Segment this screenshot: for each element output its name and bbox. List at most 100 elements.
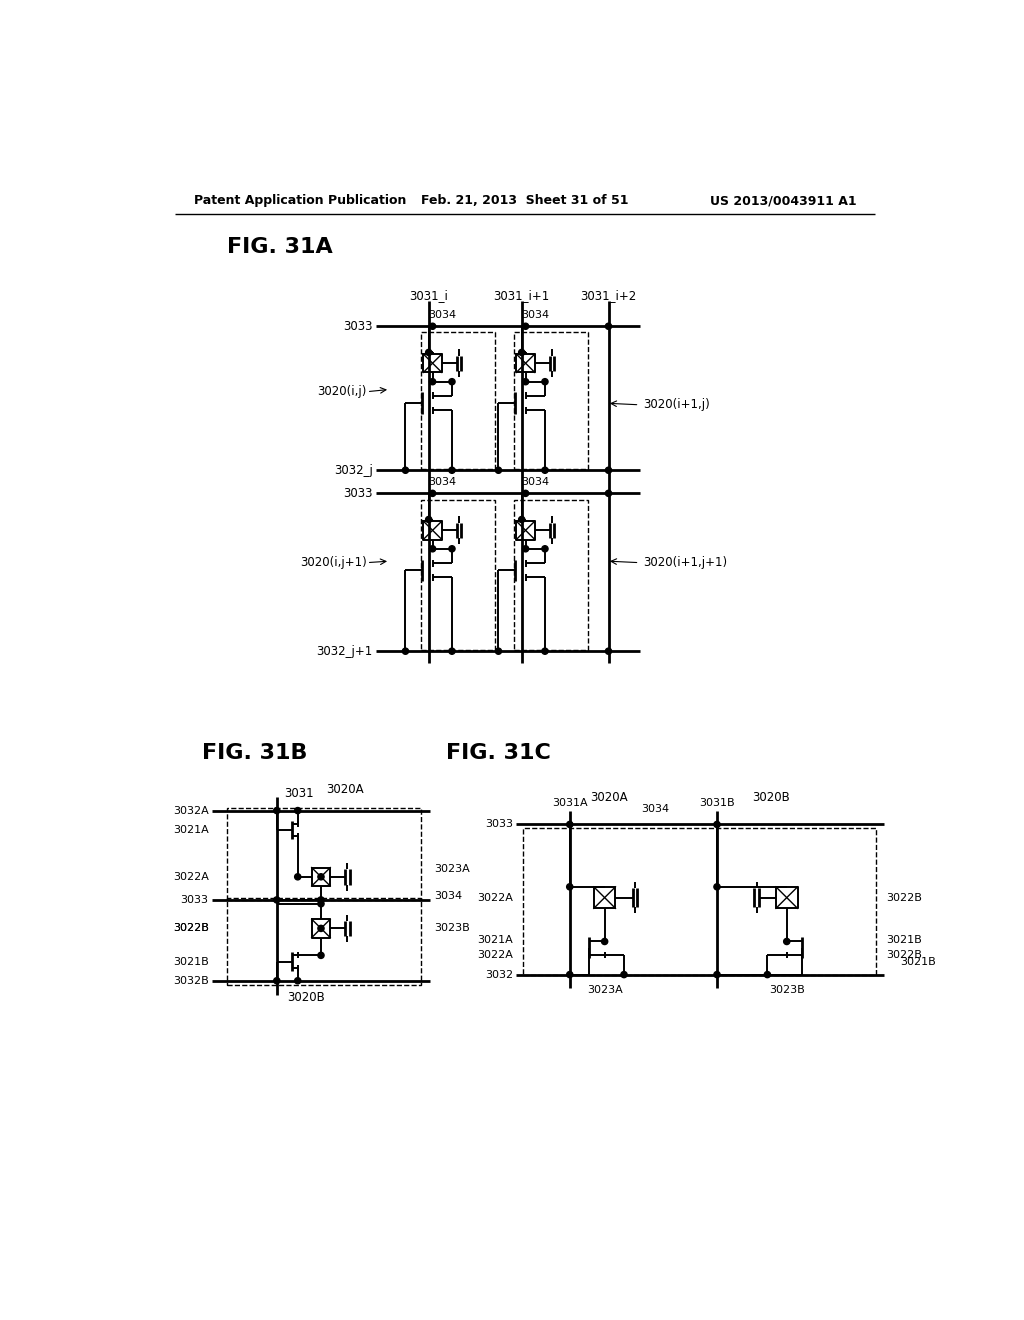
- Text: 3032A: 3032A: [173, 805, 209, 816]
- Text: 3020A: 3020A: [327, 783, 364, 796]
- Circle shape: [295, 874, 301, 880]
- Text: 3031: 3031: [285, 787, 314, 800]
- Text: 3023A: 3023A: [587, 985, 623, 995]
- Text: 3021B: 3021B: [173, 957, 209, 966]
- Circle shape: [518, 516, 525, 523]
- Circle shape: [295, 808, 301, 813]
- Text: 3033: 3033: [180, 895, 209, 906]
- Text: 3021B: 3021B: [886, 935, 922, 945]
- Circle shape: [402, 648, 409, 655]
- Text: 3020B: 3020B: [288, 991, 326, 1005]
- Text: 3034: 3034: [521, 310, 550, 319]
- Circle shape: [317, 896, 324, 903]
- Text: 3021B: 3021B: [900, 957, 936, 966]
- Circle shape: [522, 323, 528, 330]
- Text: 3021A: 3021A: [173, 825, 209, 834]
- Circle shape: [542, 379, 548, 385]
- Text: FIG. 31C: FIG. 31C: [445, 743, 551, 763]
- Circle shape: [522, 490, 528, 496]
- Circle shape: [449, 467, 455, 474]
- Bar: [523, 829, 876, 974]
- Text: FIG. 31B: FIG. 31B: [202, 743, 307, 763]
- Circle shape: [496, 467, 502, 474]
- Text: 3020(i,j): 3020(i,j): [317, 385, 367, 399]
- Text: FIG. 31A: FIG. 31A: [227, 238, 333, 257]
- Bar: [421, 333, 495, 469]
- Circle shape: [601, 939, 607, 945]
- Text: 3020B: 3020B: [753, 791, 791, 804]
- Circle shape: [273, 978, 280, 983]
- Text: 3022B: 3022B: [173, 924, 209, 933]
- Bar: [227, 808, 421, 900]
- Circle shape: [449, 379, 455, 385]
- Circle shape: [449, 545, 455, 552]
- Circle shape: [566, 972, 572, 978]
- Text: 3032: 3032: [485, 970, 513, 979]
- Circle shape: [449, 648, 455, 655]
- Text: 3023B: 3023B: [769, 985, 805, 995]
- Circle shape: [542, 545, 548, 552]
- Bar: [514, 499, 588, 649]
- Text: 3022B: 3022B: [886, 950, 922, 961]
- Text: 3033: 3033: [343, 487, 373, 500]
- Text: 3023A: 3023A: [434, 865, 470, 874]
- Circle shape: [295, 978, 301, 983]
- Circle shape: [273, 808, 280, 813]
- Circle shape: [317, 900, 324, 907]
- Circle shape: [764, 972, 770, 978]
- Text: 3032_j+1: 3032_j+1: [316, 644, 373, 657]
- Text: US 2013/0043911 A1: US 2013/0043911 A1: [710, 194, 856, 207]
- Text: 3033: 3033: [343, 319, 373, 333]
- Circle shape: [714, 884, 720, 890]
- Circle shape: [566, 884, 572, 890]
- Circle shape: [542, 648, 548, 655]
- Circle shape: [605, 323, 611, 330]
- Text: 3022A: 3022A: [173, 871, 209, 882]
- Text: 3034: 3034: [429, 310, 457, 319]
- Text: 3034: 3034: [641, 804, 669, 814]
- Circle shape: [273, 896, 280, 903]
- Circle shape: [426, 516, 432, 523]
- Text: 3020(i+1,j): 3020(i+1,j): [643, 399, 710, 412]
- Circle shape: [605, 467, 611, 474]
- Text: 3022A: 3022A: [477, 950, 513, 961]
- Circle shape: [605, 490, 611, 496]
- Circle shape: [496, 648, 502, 655]
- Text: 3034: 3034: [429, 477, 457, 487]
- Text: 3034: 3034: [434, 891, 462, 902]
- Circle shape: [317, 952, 324, 958]
- Text: 3022A: 3022A: [477, 892, 513, 903]
- Text: 3032B: 3032B: [173, 975, 209, 986]
- Circle shape: [429, 490, 435, 496]
- Text: 3031B: 3031B: [699, 797, 735, 808]
- Text: 3031_i+2: 3031_i+2: [581, 289, 637, 302]
- Text: 3023B: 3023B: [434, 924, 470, 933]
- Text: 3032_j: 3032_j: [334, 463, 373, 477]
- Text: 3031_i+1: 3031_i+1: [494, 289, 550, 302]
- Circle shape: [429, 545, 435, 552]
- Text: Feb. 21, 2013  Sheet 31 of 51: Feb. 21, 2013 Sheet 31 of 51: [421, 194, 629, 207]
- Text: 3031_i: 3031_i: [410, 289, 449, 302]
- Circle shape: [714, 972, 720, 978]
- Circle shape: [518, 350, 525, 355]
- Text: 3020(i+1,j+1): 3020(i+1,j+1): [643, 556, 727, 569]
- Circle shape: [429, 379, 435, 385]
- Text: 3022B: 3022B: [886, 892, 922, 903]
- Circle shape: [714, 821, 720, 828]
- Text: 3020(i,j+1): 3020(i,j+1): [300, 556, 367, 569]
- Bar: [514, 333, 588, 469]
- Circle shape: [402, 467, 409, 474]
- Circle shape: [621, 972, 627, 978]
- Circle shape: [542, 467, 548, 474]
- Text: 3020A: 3020A: [590, 791, 628, 804]
- Text: 3034: 3034: [521, 477, 550, 487]
- Circle shape: [522, 379, 528, 385]
- Text: 3031A: 3031A: [552, 797, 588, 808]
- Circle shape: [566, 821, 572, 828]
- Circle shape: [426, 350, 432, 355]
- Circle shape: [605, 648, 611, 655]
- Circle shape: [522, 545, 528, 552]
- Bar: [421, 499, 495, 649]
- Circle shape: [429, 323, 435, 330]
- Text: 3021A: 3021A: [477, 935, 513, 945]
